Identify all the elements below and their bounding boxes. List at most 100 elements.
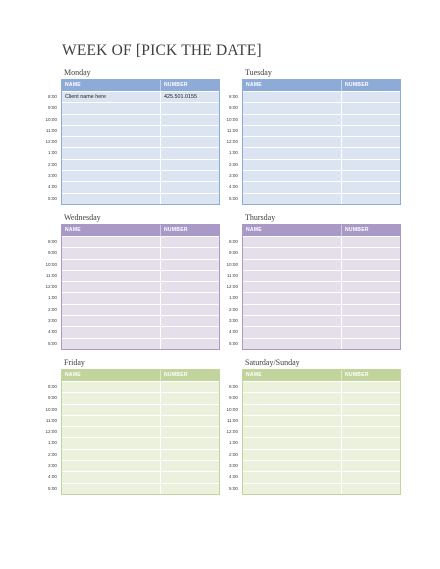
name-cell[interactable] <box>243 248 342 259</box>
number-cell[interactable] <box>342 472 400 482</box>
number-cell[interactable] <box>161 484 219 494</box>
number-cell[interactable] <box>161 316 219 326</box>
name-cell[interactable] <box>243 193 342 204</box>
number-cell[interactable] <box>342 126 400 136</box>
number-cell[interactable] <box>342 182 400 192</box>
name-cell[interactable] <box>62 293 161 304</box>
number-cell[interactable] <box>161 115 219 125</box>
name-cell[interactable] <box>243 282 342 293</box>
name-cell[interactable] <box>243 415 342 427</box>
number-cell[interactable] <box>342 237 400 247</box>
name-cell[interactable] <box>62 472 161 483</box>
name-cell[interactable] <box>243 182 342 193</box>
number-cell[interactable] <box>161 393 219 403</box>
name-cell[interactable] <box>243 114 342 125</box>
name-cell[interactable] <box>62 483 161 494</box>
number-cell[interactable] <box>161 405 219 415</box>
number-cell[interactable] <box>161 327 219 337</box>
number-cell[interactable] <box>161 103 219 113</box>
number-cell[interactable] <box>342 282 400 292</box>
name-cell[interactable] <box>62 248 161 259</box>
number-cell[interactable] <box>342 271 400 281</box>
name-cell[interactable] <box>243 137 342 148</box>
name-cell[interactable] <box>243 171 342 182</box>
number-cell[interactable] <box>342 438 400 448</box>
number-cell[interactable] <box>342 484 400 494</box>
number-cell[interactable] <box>161 248 219 258</box>
name-cell[interactable] <box>62 438 161 449</box>
number-cell[interactable] <box>161 126 219 136</box>
number-cell[interactable] <box>161 160 219 170</box>
name-cell[interactable] <box>62 103 161 114</box>
number-cell[interactable] <box>342 327 400 337</box>
number-cell[interactable] <box>161 194 219 204</box>
name-cell[interactable] <box>62 125 161 137</box>
name-cell[interactable] <box>62 193 161 204</box>
name-cell[interactable]: Client name here <box>62 92 161 103</box>
number-cell[interactable] <box>161 461 219 471</box>
number-cell[interactable] <box>342 260 400 270</box>
name-cell[interactable] <box>243 427 342 438</box>
number-cell[interactable] <box>342 405 400 415</box>
name-cell[interactable] <box>243 338 342 349</box>
number-cell[interactable] <box>342 293 400 303</box>
number-cell[interactable] <box>342 450 400 460</box>
name-cell[interactable] <box>243 125 342 137</box>
name-cell[interactable] <box>243 92 342 103</box>
name-cell[interactable] <box>62 148 161 159</box>
number-cell[interactable] <box>161 339 219 349</box>
name-cell[interactable] <box>243 148 342 159</box>
number-cell[interactable] <box>161 182 219 192</box>
name-cell[interactable] <box>62 304 161 316</box>
number-cell[interactable] <box>342 339 400 349</box>
number-cell[interactable] <box>342 160 400 170</box>
name-cell[interactable] <box>243 259 342 270</box>
number-cell[interactable]: 425.501.0155 <box>164 94 197 100</box>
name-cell[interactable] <box>62 338 161 349</box>
name-cell[interactable] <box>62 316 161 327</box>
number-cell[interactable] <box>342 427 400 437</box>
name-cell[interactable] <box>243 404 342 415</box>
number-cell[interactable] <box>161 260 219 270</box>
number-cell[interactable] <box>342 171 400 181</box>
name-cell[interactable] <box>62 171 161 182</box>
name-cell[interactable] <box>62 427 161 438</box>
number-cell[interactable] <box>161 137 219 147</box>
name-cell[interactable] <box>243 316 342 327</box>
name-cell[interactable] <box>62 461 161 472</box>
number-cell[interactable] <box>161 427 219 437</box>
name-cell[interactable] <box>243 382 342 393</box>
name-cell[interactable] <box>62 404 161 415</box>
number-cell[interactable] <box>161 450 219 460</box>
name-cell[interactable] <box>243 472 342 483</box>
name-cell[interactable] <box>243 304 342 316</box>
name-cell[interactable] <box>243 103 342 114</box>
name-cell[interactable] <box>62 393 161 404</box>
number-cell[interactable] <box>342 382 400 392</box>
number-cell[interactable] <box>342 305 400 315</box>
number-cell[interactable] <box>161 237 219 247</box>
number-cell[interactable] <box>342 461 400 471</box>
name-cell[interactable] <box>243 483 342 494</box>
name-cell[interactable] <box>62 449 161 461</box>
name-cell[interactable] <box>62 182 161 193</box>
name-cell[interactable] <box>62 237 161 248</box>
name-cell[interactable] <box>62 259 161 270</box>
number-cell[interactable] <box>161 382 219 392</box>
name-cell[interactable] <box>62 327 161 338</box>
number-cell[interactable] <box>161 148 219 158</box>
name-cell[interactable] <box>243 237 342 248</box>
name-cell[interactable] <box>243 270 342 282</box>
number-cell[interactable] <box>342 92 400 102</box>
name-cell[interactable] <box>62 159 161 171</box>
name-cell[interactable] <box>243 293 342 304</box>
name-cell[interactable] <box>243 159 342 171</box>
name-cell[interactable] <box>243 449 342 461</box>
name-cell[interactable] <box>62 282 161 293</box>
name-cell[interactable] <box>62 137 161 148</box>
number-cell[interactable] <box>161 472 219 482</box>
name-cell[interactable] <box>62 382 161 393</box>
name-cell[interactable] <box>243 438 342 449</box>
number-cell[interactable] <box>342 115 400 125</box>
number-cell[interactable] <box>342 393 400 403</box>
